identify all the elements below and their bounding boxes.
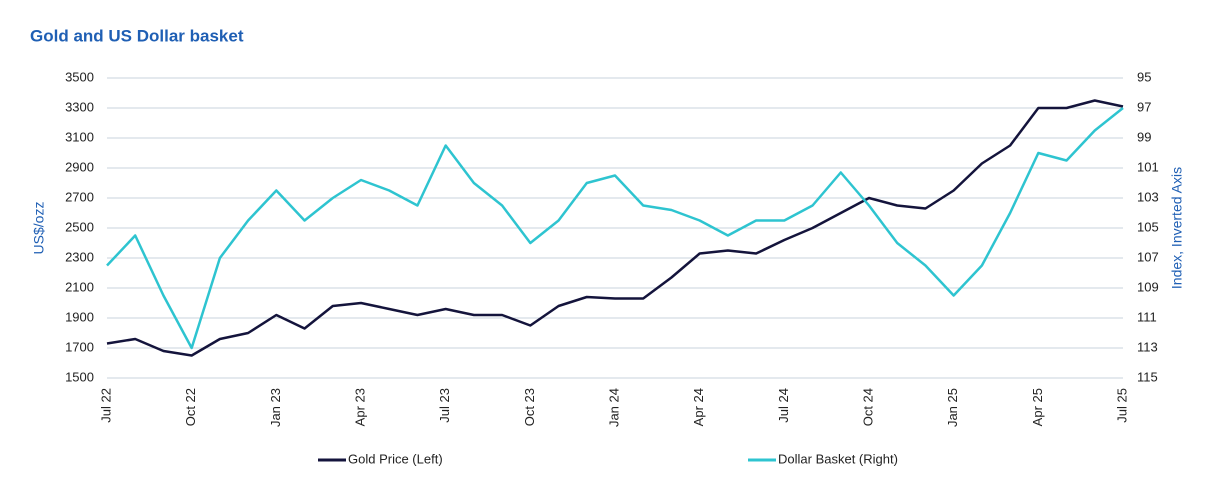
y2-tick-label: 95 [1137, 69, 1151, 84]
y2-tick-label: 111 [1137, 309, 1157, 324]
x-tick-label: Jan 24 [606, 388, 621, 427]
y-tick-label: 3100 [65, 129, 94, 144]
x-tick-label: Jan 25 [945, 388, 960, 427]
x-tick-label: Oct 22 [183, 388, 198, 426]
y-tick-label: 2900 [65, 159, 94, 174]
x-tick-label: Oct 23 [522, 388, 537, 426]
x-tick-label: Jul 22 [98, 388, 113, 423]
x-tick-label: Apr 25 [1030, 388, 1045, 426]
x-tick-label: Oct 24 [860, 388, 875, 426]
y2-tick-label: 101 [1137, 159, 1159, 174]
series-line [106, 107, 1124, 350]
chart-title: Gold and US Dollar basket [30, 26, 244, 45]
y-tick-label: 2500 [65, 219, 94, 234]
y-tick-label: 1900 [65, 309, 94, 324]
y-tick-label: 3500 [65, 69, 94, 84]
y2-tick-label: 107 [1137, 249, 1159, 264]
x-tick-label: Jul 23 [437, 388, 452, 423]
y-tick-label: 1500 [65, 369, 94, 384]
y2-tick-label: 105 [1137, 219, 1159, 234]
series-line [106, 99, 1124, 357]
x-tick-label: Apr 23 [352, 388, 367, 426]
y2-tick-label: 103 [1137, 189, 1159, 204]
y-axis-title: US$/ozz [31, 202, 47, 255]
y2-tick-label: 99 [1137, 129, 1151, 144]
y2-tick-label: 97 [1137, 99, 1151, 114]
x-tick-label: Jul 25 [1114, 388, 1129, 423]
y-tick-label: 1700 [65, 339, 94, 354]
x-tick-label: Jul 24 [776, 388, 791, 423]
y-tick-label: 2100 [65, 279, 94, 294]
y-tick-label: 2700 [65, 189, 94, 204]
y2-tick-label: 109 [1137, 279, 1159, 294]
x-tick-label: Jan 23 [268, 388, 283, 427]
y2-tick-label: 115 [1137, 369, 1158, 384]
legend-label: Dollar Basket (Right) [778, 451, 898, 466]
y-tick-label: 3300 [65, 99, 94, 114]
x-tick-label: Apr 24 [691, 388, 706, 426]
y2-tick-label: 113 [1137, 339, 1158, 354]
y-tick-label: 2300 [65, 249, 94, 264]
y2-axis-title: Index, Inverted Axis [1169, 167, 1185, 289]
legend-label: Gold Price (Left) [348, 451, 443, 466]
